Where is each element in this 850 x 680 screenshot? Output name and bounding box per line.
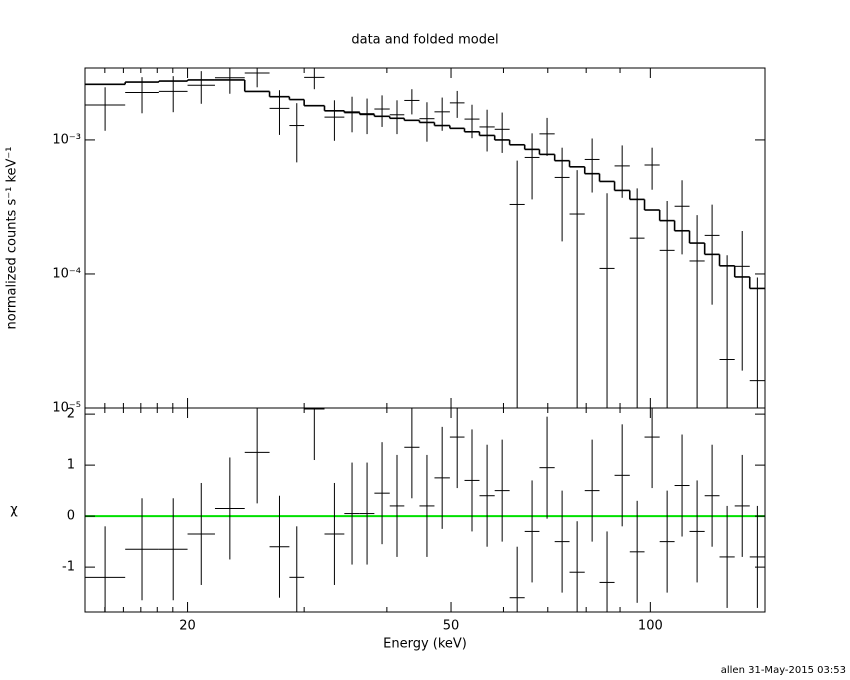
y-tick-label: 10⁻³ bbox=[52, 132, 81, 147]
plot-title: data and folded model bbox=[351, 33, 498, 48]
footer: allen 31-May-2015 03:53 bbox=[721, 665, 846, 676]
x-axis-label: Energy (keV) bbox=[383, 637, 467, 652]
y-tick-label: 10⁻⁴ bbox=[52, 266, 81, 281]
x-tick-label: 100 bbox=[638, 619, 663, 634]
axes: 10⁻⁵ 10⁻⁴ 10⁻³ -1 0 1 2 20 50 100 bbox=[52, 67, 766, 634]
x-tick-label: 20 bbox=[179, 619, 196, 634]
residual-panel bbox=[85, 408, 765, 612]
y-tick-label: 0 bbox=[67, 509, 75, 524]
y-tick-label: 10⁻⁵ bbox=[52, 401, 81, 416]
y-tick-label: 2 bbox=[67, 407, 75, 422]
residual-axis-label: χ bbox=[10, 503, 18, 518]
panel-frame bbox=[84, 407, 766, 613]
y-tick-label: 1 bbox=[67, 458, 75, 473]
y-tick-label: -1 bbox=[62, 560, 75, 575]
spectrum-panel bbox=[85, 68, 765, 408]
y-axis-label: normalized counts s⁻¹ keV⁻¹ bbox=[5, 147, 20, 330]
x-tick-label: 50 bbox=[443, 619, 460, 634]
